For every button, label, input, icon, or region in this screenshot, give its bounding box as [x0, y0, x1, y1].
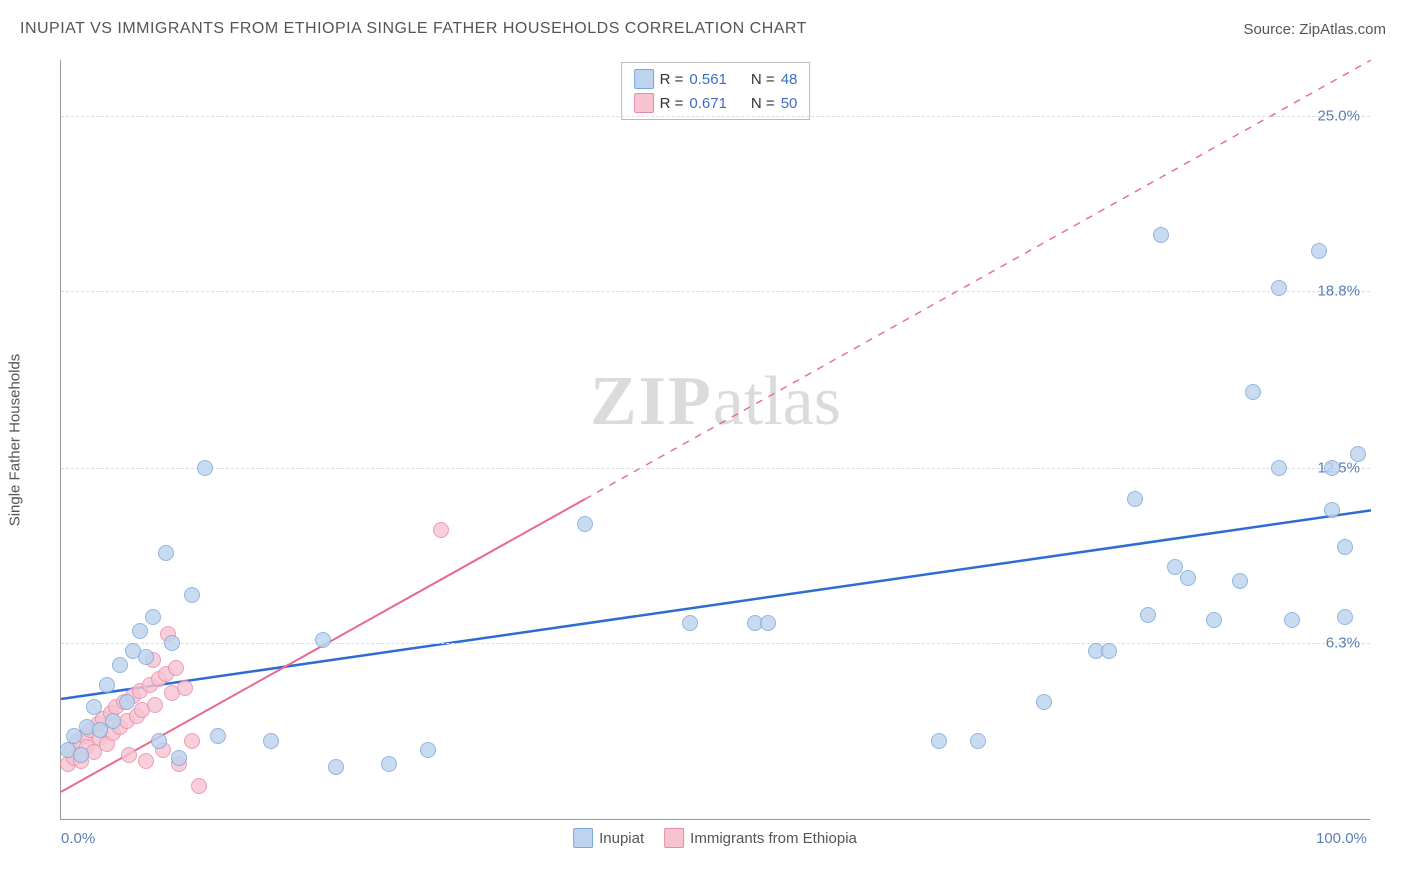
scatter-point — [1206, 612, 1222, 628]
scatter-point — [210, 728, 226, 744]
scatter-point — [184, 587, 200, 603]
scatter-point — [1337, 539, 1353, 555]
scatter-point — [1245, 384, 1261, 400]
scatter-point — [433, 522, 449, 538]
legend-r-label: R = — [660, 71, 684, 88]
scatter-point — [577, 516, 593, 532]
scatter-point — [121, 747, 137, 763]
legend-n-label: N = — [751, 71, 775, 88]
legend-series-label: Immigrants from Ethiopia — [690, 830, 857, 847]
scatter-point — [191, 778, 207, 794]
scatter-point — [1284, 612, 1300, 628]
chart-header: INUPIAT VS IMMIGRANTS FROM ETHIOPIA SING… — [20, 20, 1386, 38]
chart-source: Source: ZipAtlas.com — [1243, 21, 1386, 38]
legend-stats-box: R = 0.561 N = 48 R = 0.671 N = 50 — [621, 62, 811, 120]
scatter-point — [1180, 570, 1196, 586]
scatter-point — [177, 680, 193, 696]
scatter-point — [112, 657, 128, 673]
scatter-point — [682, 615, 698, 631]
legend-n-label: N = — [751, 95, 775, 112]
watermark: ZIPatlas — [590, 362, 841, 442]
y-tick-label: 18.8% — [1317, 282, 1360, 299]
scatter-point — [86, 699, 102, 715]
y-axis-label: Single Father Households — [7, 354, 24, 527]
scatter-point — [328, 759, 344, 775]
watermark-zip: ZIP — [590, 363, 713, 440]
scatter-point — [147, 697, 163, 713]
trend-lines-layer — [61, 60, 1371, 820]
scatter-point — [1324, 460, 1340, 476]
scatter-point — [1337, 609, 1353, 625]
scatter-point — [1036, 694, 1052, 710]
scatter-point — [184, 733, 200, 749]
scatter-point — [171, 750, 187, 766]
scatter-point — [99, 677, 115, 693]
scatter-point — [119, 694, 135, 710]
legend-r-value: 0.561 — [689, 71, 727, 88]
legend-swatch — [664, 828, 684, 848]
scatter-point — [158, 545, 174, 561]
scatter-point — [1324, 502, 1340, 518]
scatter-point — [197, 460, 213, 476]
scatter-point — [1140, 607, 1156, 623]
scatter-point — [1101, 643, 1117, 659]
legend-series: Inupiat Immigrants from Ethiopia — [573, 828, 857, 848]
legend-stats-row: R = 0.561 N = 48 — [622, 67, 810, 91]
legend-n-value: 50 — [781, 95, 798, 112]
gridline — [61, 643, 1370, 644]
chart-title: INUPIAT VS IMMIGRANTS FROM ETHIOPIA SING… — [20, 20, 807, 38]
legend-r-label: R = — [660, 95, 684, 112]
scatter-point — [164, 635, 180, 651]
plot-region: ZIPatlas R = 0.561N = 48R = 0.671N = 50 … — [60, 60, 1370, 820]
x-tick-label: 100.0% — [1316, 830, 1367, 847]
legend-series-item: Inupiat — [573, 828, 644, 848]
scatter-point — [168, 660, 184, 676]
scatter-point — [1311, 243, 1327, 259]
legend-series-item: Immigrants from Ethiopia — [664, 828, 857, 848]
legend-swatch — [573, 828, 593, 848]
trend-line-solid — [61, 510, 1371, 699]
legend-swatch — [634, 93, 654, 113]
scatter-point — [420, 742, 436, 758]
scatter-point — [151, 733, 167, 749]
legend-n-value: 48 — [781, 71, 798, 88]
scatter-point — [315, 632, 331, 648]
scatter-point — [132, 623, 148, 639]
chart-area: Single Father Households ZIPatlas R = 0.… — [60, 60, 1370, 820]
scatter-point — [931, 733, 947, 749]
legend-stats-row: R = 0.671 N = 50 — [622, 91, 810, 115]
scatter-point — [1271, 460, 1287, 476]
scatter-point — [760, 615, 776, 631]
gridline — [61, 116, 1370, 117]
scatter-point — [138, 753, 154, 769]
scatter-point — [1271, 280, 1287, 296]
x-tick-label: 0.0% — [61, 830, 95, 847]
scatter-point — [381, 756, 397, 772]
scatter-point — [1127, 491, 1143, 507]
legend-swatch — [634, 69, 654, 89]
legend-series-label: Inupiat — [599, 830, 644, 847]
scatter-point — [1153, 227, 1169, 243]
scatter-point — [1167, 559, 1183, 575]
scatter-point — [1350, 446, 1366, 462]
gridline — [61, 291, 1370, 292]
scatter-point — [73, 747, 89, 763]
y-tick-label: 25.0% — [1317, 108, 1360, 125]
y-tick-label: 6.3% — [1326, 634, 1360, 651]
watermark-atlas: atlas — [713, 363, 841, 440]
scatter-point — [138, 649, 154, 665]
scatter-point — [105, 713, 121, 729]
trend-line-dashed — [585, 60, 1371, 499]
scatter-point — [970, 733, 986, 749]
scatter-point — [1232, 573, 1248, 589]
scatter-point — [145, 609, 161, 625]
scatter-point — [263, 733, 279, 749]
gridline — [61, 468, 1370, 469]
legend-r-value: 0.671 — [689, 95, 727, 112]
